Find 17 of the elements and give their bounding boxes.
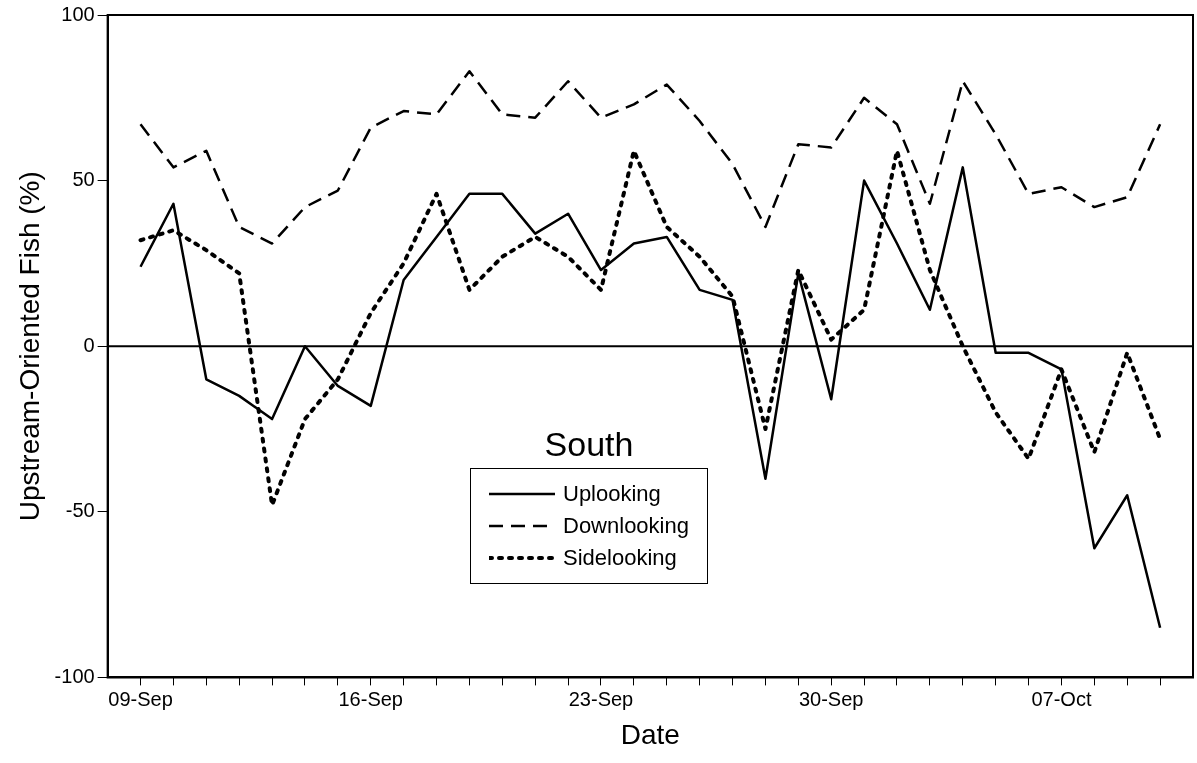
x-axis-title: Date [620,718,680,750]
y-tick-label: -100 [54,664,95,687]
line-series [139,70,1162,245]
x-tick-label: 09-Sep [108,687,173,710]
legend-label: Sidelooking [563,545,677,571]
y-tick-label: -50 [65,499,95,522]
legend-title: South [543,425,635,464]
x-tick-label: 23-Sep [568,687,634,710]
y-axis-title: Upstream-Oriented Fish (%) [13,171,45,522]
x-tick-label: 16-Sep [338,687,403,710]
x-tick-label: 30-Sep [798,687,864,710]
legend-label: Downlooking [563,513,689,539]
y-tick-label: 0 [83,333,95,356]
y-tick-label: 100 [61,2,95,25]
legend-label: Uplooking [563,481,661,507]
x-tick-label: 07-Oct [1031,687,1092,710]
y-tick-label: 50 [72,168,95,191]
